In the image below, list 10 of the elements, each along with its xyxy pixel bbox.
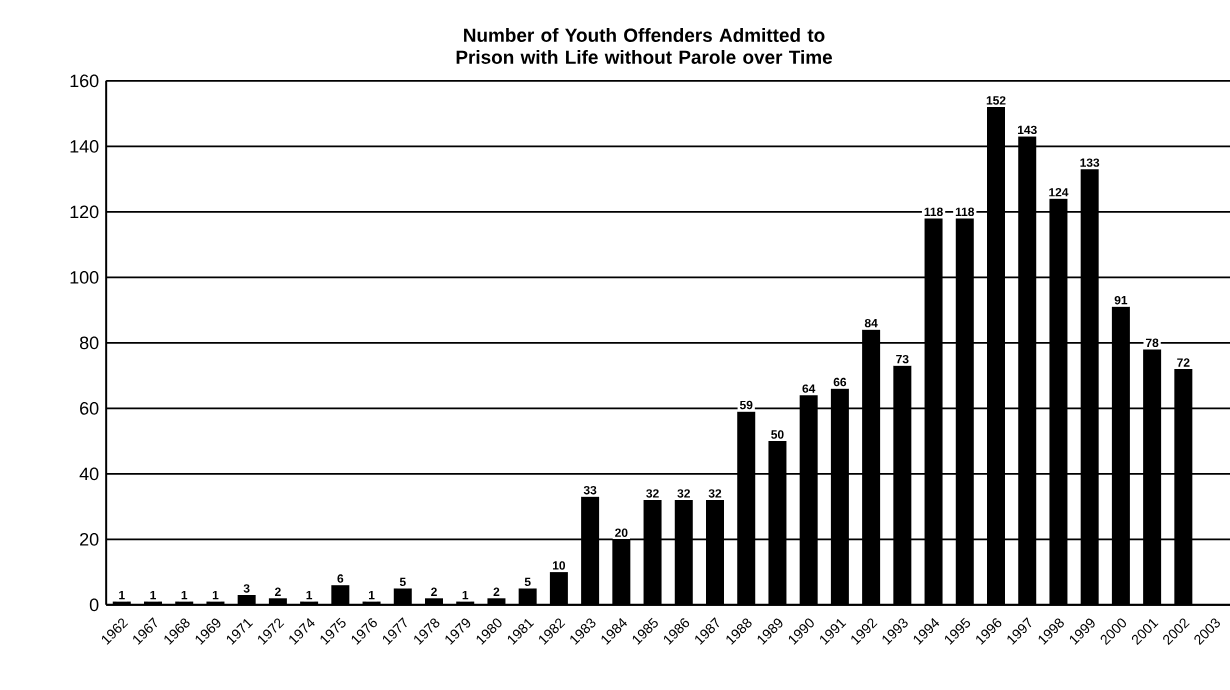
- y-tick-label: 80: [79, 336, 99, 350]
- y-tick-label: 60: [80, 401, 99, 415]
- y-tick-label: 160: [70, 74, 99, 88]
- y-tick-label: 100: [70, 270, 99, 284]
- y-tick-label: 0: [89, 598, 99, 612]
- y-tick-label: 120: [70, 205, 99, 219]
- y-tick-label: 40: [79, 467, 99, 481]
- y-tick-label: 20: [80, 532, 99, 546]
- y-tick-label: 140: [70, 139, 99, 153]
- chart-title: Number of Youth Offenders Admitted to Prison with Life without Parole over Time: [456, 28, 832, 64]
